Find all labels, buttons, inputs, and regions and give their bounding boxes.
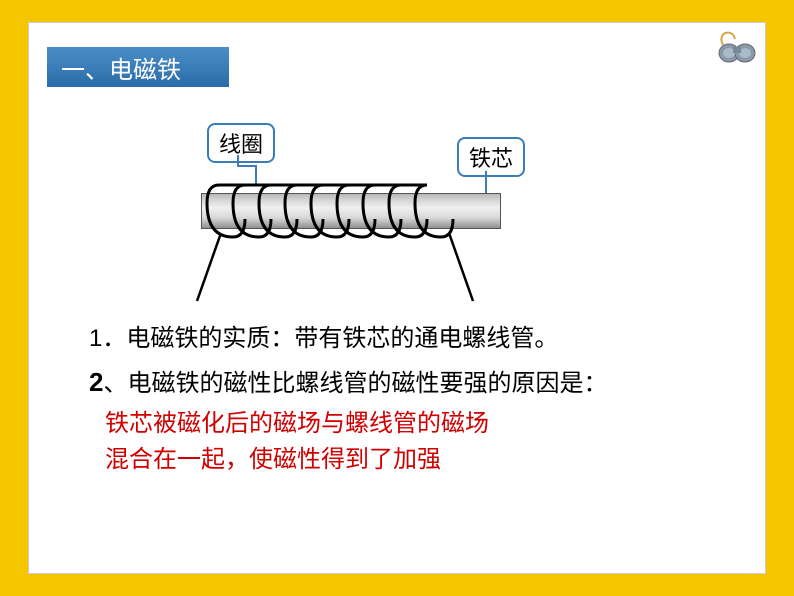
point-2-text: 、电磁铁的磁性比螺线管的磁性要强的原因是： [103, 370, 607, 397]
point-2: 2、电磁铁的磁性比螺线管的磁性要强的原因是： [89, 363, 749, 398]
body-text: 1．电磁铁的实质：带有铁芯的通电螺线管。 2、电磁铁的磁性比螺线管的磁性要强的原… [89, 318, 749, 478]
section-title-bar: 一、电磁铁 [47, 47, 229, 87]
electromagnet-diagram: 线圈 铁芯 [179, 123, 579, 303]
point-1: 1．电磁铁的实质：带有铁芯的通电螺线管。 [89, 318, 749, 353]
explanation-line-b: 混合在一起，使磁性得到了加强 [105, 446, 441, 473]
coil-label: 线圈 [207, 123, 275, 163]
content-panel: 一、电磁铁 线圈 铁芯 [28, 22, 766, 574]
coil-winding [179, 173, 529, 303]
explanation: 铁芯被磁化后的磁场与螺线管的磁场 混合在一起，使磁性得到了加强 [105, 406, 749, 478]
point-2-number: 2 [89, 367, 103, 397]
binoculars-icon [715, 29, 759, 69]
label-connector [237, 165, 255, 167]
core-label: 铁芯 [457, 137, 525, 177]
label-connector [237, 155, 239, 165]
section-title: 一、电磁铁 [61, 50, 181, 85]
explanation-line-a: 铁芯被磁化后的磁场与螺线管的磁场 [105, 410, 489, 437]
